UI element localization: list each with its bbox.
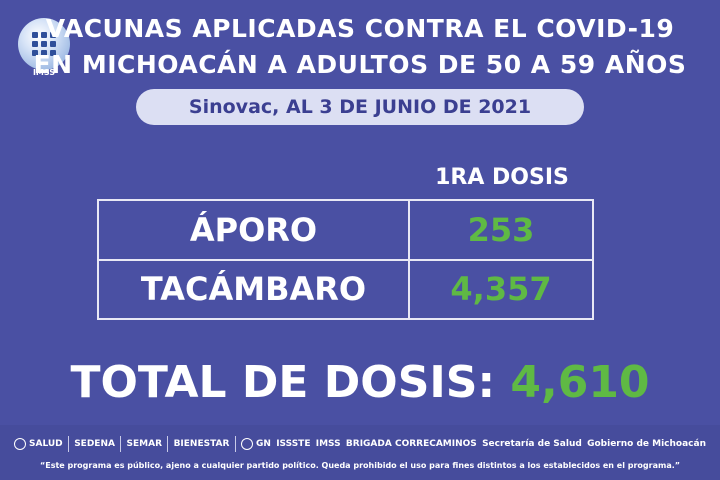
issste-logo: ISSSTE <box>276 439 310 449</box>
imss-logo: IMSS <box>316 439 341 449</box>
logo-label: ISSSTE <box>276 439 311 449</box>
salud-logo: SALUD <box>14 438 63 450</box>
title-line-2: EN MICHOACÁN A ADULTOS DE 50 A 59 AÑOS <box>33 50 687 79</box>
semar-logo: SEMAR <box>127 439 162 449</box>
column-header: 1RA DOSIS <box>435 165 569 190</box>
dose-count: 4,357 <box>450 270 552 308</box>
partner-logos: SALUD SEDENA SEMAR BIENESTAR GN ISSSTE I… <box>14 433 706 455</box>
logo-label: IMSS <box>315 439 341 449</box>
doses-table: ÁPORO 253 TACÁMBARO 4,357 <box>97 199 594 320</box>
disclaimer: “Este programa es público, ajeno a cualq… <box>39 461 681 470</box>
bienestar-logo: BIENESTAR <box>174 439 230 449</box>
secretaria-salud-logo: Secretaría de Salud <box>482 439 582 449</box>
dose-count: 253 <box>467 211 535 249</box>
title-line-1: VACUNAS APLICADAS CONTRA EL COVID-19 <box>45 14 675 43</box>
table-row: ÁPORO 253 <box>99 201 592 261</box>
brigada-logo: BRIGADA CORRECAMINOS <box>346 439 477 449</box>
subtitle-text: Sinovac, AL 3 DE JUNIO DE 2021 <box>188 96 532 118</box>
logo-label: SEMAR <box>126 439 162 449</box>
logo-label: Secretaría de Salud <box>482 439 582 449</box>
municipality-name: TACÁMBARO <box>99 260 410 318</box>
municipality-name: ÁPORO <box>99 201 410 259</box>
subtitle-pill: Sinovac, AL 3 DE JUNIO DE 2021 <box>136 89 584 125</box>
logo-text: IMSS <box>32 68 56 77</box>
institution-logo <box>18 18 70 70</box>
seal-icon <box>14 438 26 450</box>
total-label: TOTAL DE DOSIS: <box>70 357 496 408</box>
sedena-logo: SEDENA <box>74 439 115 449</box>
logo-label: GN <box>255 439 271 449</box>
logo-label: SALUD <box>29 439 63 449</box>
logo-grid-icon <box>32 32 56 56</box>
gn-logo: GN <box>240 438 271 450</box>
divider <box>120 436 122 452</box>
badge-icon <box>240 438 253 450</box>
gobierno-michoacan-logo: Gobierno de Michoacán <box>587 439 706 449</box>
divider <box>67 436 69 452</box>
logo-label: BRIGADA CORRECAMINOS <box>345 439 477 449</box>
logo-label: BIENESTAR <box>173 439 230 449</box>
divider <box>167 436 169 452</box>
table-row: TACÁMBARO 4,357 <box>99 260 592 318</box>
total-value: 4,610 <box>510 357 650 408</box>
logo-label: SEDENA <box>74 439 115 449</box>
logo-label: Gobierno de Michoacán <box>587 439 706 449</box>
total-doses: TOTAL DE DOSIS: 4,610 <box>0 355 720 411</box>
footer <box>0 425 720 480</box>
divider <box>234 436 236 452</box>
